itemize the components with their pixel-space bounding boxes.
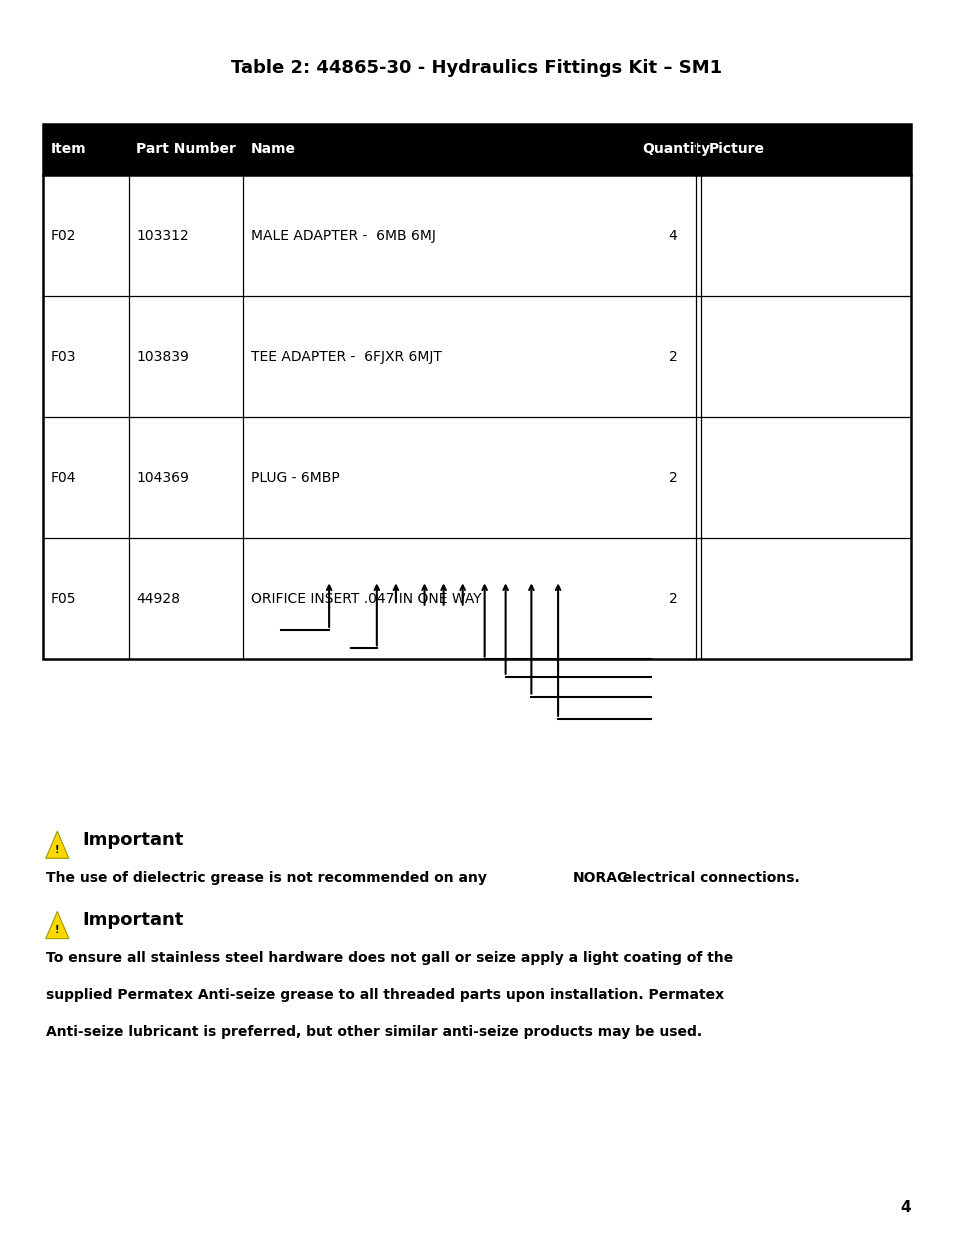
Text: 103312: 103312 (136, 228, 189, 243)
Text: Important: Important (82, 831, 183, 848)
Text: TEE ADAPTER -  6FJXR 6MJT: TEE ADAPTER - 6FJXR 6MJT (251, 350, 441, 364)
Bar (43, 124, 910, 659)
Text: supplied Permatex Anti-seize grease to all threaded parts upon installation. Per: supplied Permatex Anti-seize grease to a… (46, 988, 723, 1002)
Text: Picture: Picture (708, 142, 764, 157)
Text: 2: 2 (668, 350, 677, 364)
Text: F05: F05 (51, 592, 76, 606)
Text: Quantity: Quantity (641, 142, 709, 157)
Text: 2: 2 (668, 471, 677, 485)
Text: To ensure all stainless steel hardware does not gall or seize apply a light coat: To ensure all stainless steel hardware d… (46, 951, 732, 965)
Text: 4: 4 (668, 228, 677, 243)
Text: ORIFICE INSERT .047 IN ONE WAY: ORIFICE INSERT .047 IN ONE WAY (251, 592, 481, 606)
Text: Important: Important (82, 911, 183, 929)
Text: electrical connections.: electrical connections. (618, 871, 800, 884)
Text: F04: F04 (51, 471, 76, 485)
Text: The use of dielectric grease is not recommended on any: The use of dielectric grease is not reco… (46, 871, 491, 884)
Text: 2: 2 (668, 592, 677, 606)
Text: Item: Item (51, 142, 86, 157)
Text: NORAC: NORAC (572, 871, 627, 884)
Text: PLUG - 6MBP: PLUG - 6MBP (251, 471, 339, 485)
Text: 104369: 104369 (136, 471, 189, 485)
Text: Name: Name (251, 142, 295, 157)
Text: Part Number: Part Number (136, 142, 236, 157)
Text: F02: F02 (51, 228, 76, 243)
Text: 44928: 44928 (136, 592, 180, 606)
Text: Anti-seize lubricant is preferred, but other similar anti-seize products may be : Anti-seize lubricant is preferred, but o… (46, 1025, 701, 1039)
Text: 103839: 103839 (136, 350, 189, 364)
Polygon shape (46, 911, 69, 939)
Bar (43, 124, 910, 175)
Text: F03: F03 (51, 350, 76, 364)
Text: 4: 4 (900, 1200, 910, 1215)
Text: !: ! (55, 925, 59, 935)
Polygon shape (46, 831, 69, 858)
Text: MALE ADAPTER -  6MB 6MJ: MALE ADAPTER - 6MB 6MJ (251, 228, 436, 243)
Text: Table 2: 44865-30 - Hydraulics Fittings Kit – SM1: Table 2: 44865-30 - Hydraulics Fittings … (232, 59, 721, 77)
Text: !: ! (55, 845, 59, 855)
